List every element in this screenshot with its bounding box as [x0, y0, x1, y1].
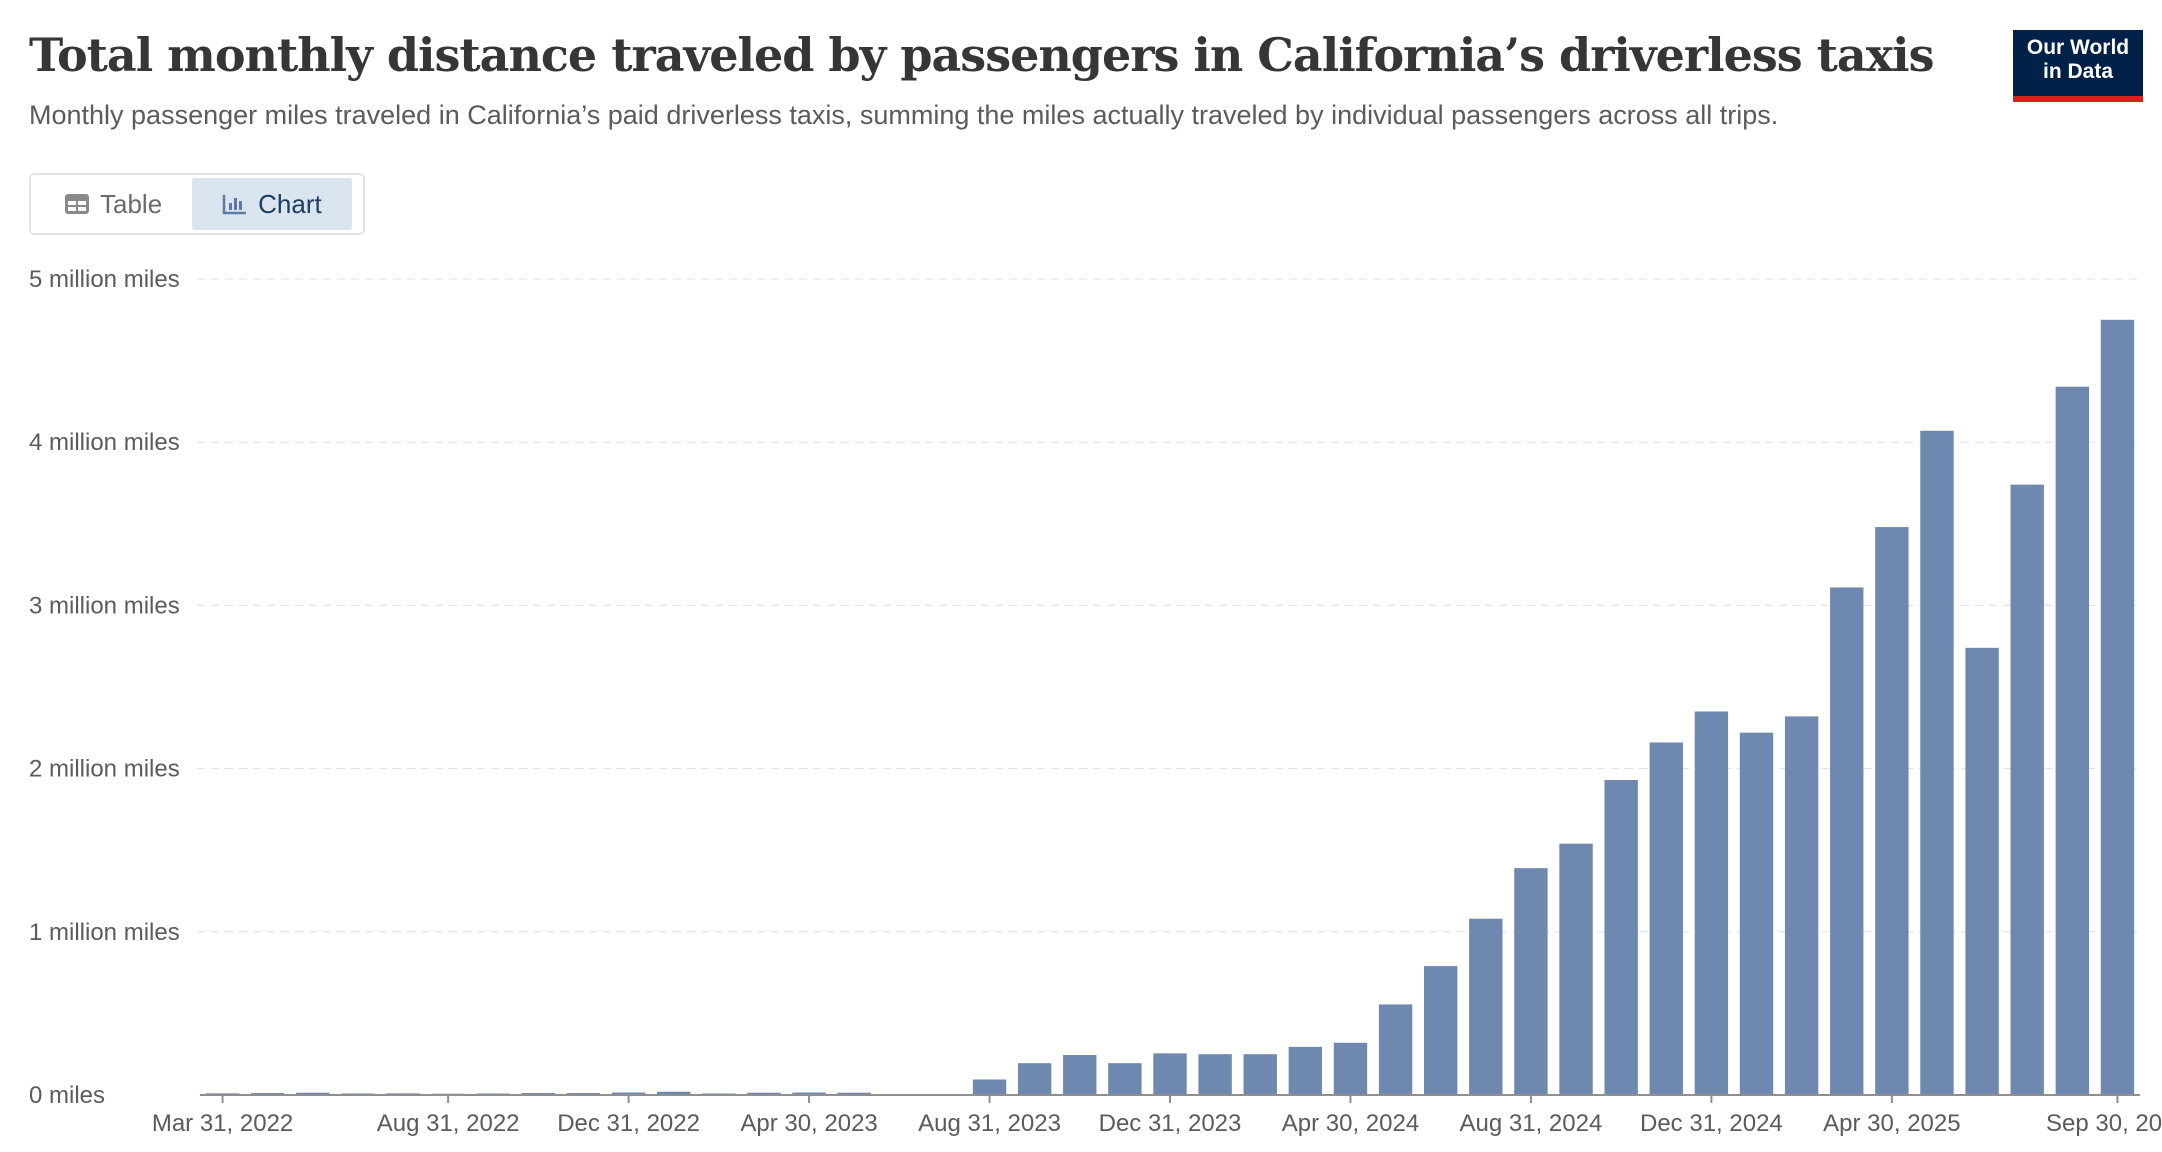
bar-2024-08[interactable]	[1514, 868, 1548, 1095]
x-tick-label: Dec 31, 2022	[557, 1110, 700, 1137]
y-tick-label: 5 million miles	[29, 266, 180, 293]
tab-chart-label: Chart	[258, 188, 322, 219]
logo-line-1: Our World	[2026, 36, 2130, 59]
bar-2025-04[interactable]	[1875, 527, 1909, 1095]
bar-2025-09[interactable]	[2100, 319, 2135, 1095]
bar-2024-07[interactable]	[1469, 918, 1503, 1095]
bar-2023-10[interactable]	[1063, 1055, 1097, 1095]
bar-2023-04[interactable]	[792, 1092, 826, 1095]
bar-2024-01[interactable]	[1198, 1054, 1232, 1095]
x-tick-label: Sep 30, 2025	[2046, 1110, 2162, 1137]
bar-2022-12[interactable]	[611, 1092, 646, 1095]
bar-2025-03[interactable]	[1830, 587, 1864, 1095]
bar-2025-07[interactable]	[2010, 484, 2044, 1096]
x-tick-label: Aug 31, 2024	[1460, 1110, 1603, 1137]
bar-2025-02[interactable]	[1784, 716, 1819, 1095]
bar-2023-01[interactable]	[657, 1091, 691, 1095]
chart-subtitle: Monthly passenger miles traveled in Cali…	[29, 100, 1779, 130]
logo-line-2: in Data	[2042, 60, 2113, 83]
bar-2024-04[interactable]	[1333, 1042, 1368, 1095]
y-tick-label: 1 million miles	[29, 919, 180, 946]
bar-2023-05[interactable]	[837, 1092, 871, 1095]
bar-2023-03[interactable]	[747, 1092, 781, 1095]
bar-2024-06[interactable]	[1424, 966, 1458, 1095]
bar-2023-09[interactable]	[1017, 1063, 1052, 1095]
owid-logo[interactable]: Our World in Data	[2013, 30, 2143, 102]
y-tick-label: 4 million miles	[29, 429, 180, 456]
y-tick-label: 0 miles	[29, 1082, 105, 1109]
table-icon	[65, 194, 89, 214]
x-tick-label: Dec 31, 2023	[1099, 1110, 1242, 1137]
bar-2024-11[interactable]	[1649, 742, 1683, 1095]
tab-chart[interactable]: Chart	[192, 178, 352, 230]
chart-title: Total monthly distance traveled by passe…	[29, 28, 1935, 82]
bar-2025-08[interactable]	[2055, 386, 2090, 1095]
bar-2024-02[interactable]	[1243, 1054, 1277, 1095]
bar-2024-09[interactable]	[1559, 843, 1593, 1095]
x-tick-label: Mar 31, 2022	[152, 1110, 293, 1137]
tab-table-label: Table	[100, 188, 163, 219]
x-tick-label: Apr 30, 2025	[1823, 1110, 1960, 1137]
y-tick-label: 3 million miles	[29, 592, 180, 619]
bar-2023-11[interactable]	[1108, 1063, 1142, 1095]
bar-2025-01[interactable]	[1739, 732, 1774, 1095]
bar-2025-06[interactable]	[1965, 647, 1999, 1095]
view-toggle: Table Chart	[29, 173, 365, 235]
tab-table[interactable]: Table	[34, 178, 192, 230]
x-tick-label: Apr 30, 2023	[740, 1110, 877, 1137]
bar-chart-icon	[222, 195, 247, 215]
bar-2022-05[interactable]	[296, 1092, 330, 1095]
bar-2024-05[interactable]	[1378, 1004, 1413, 1095]
x-tick-label: Aug 31, 2022	[377, 1110, 520, 1137]
bar-2023-08[interactable]	[972, 1079, 1007, 1095]
bar-2024-03[interactable]	[1288, 1046, 1323, 1095]
x-tick-label: Dec 31, 2024	[1640, 1110, 1783, 1137]
y-tick-label: 2 million miles	[29, 756, 180, 783]
bar-2023-12[interactable]	[1153, 1053, 1187, 1095]
bar-2024-10[interactable]	[1604, 780, 1638, 1095]
x-tick-label: Apr 30, 2024	[1282, 1110, 1419, 1137]
bar-2024-12[interactable]	[1694, 711, 1729, 1095]
x-tick-label: Aug 31, 2023	[918, 1110, 1061, 1137]
bar-2025-05[interactable]	[1920, 430, 1954, 1095]
